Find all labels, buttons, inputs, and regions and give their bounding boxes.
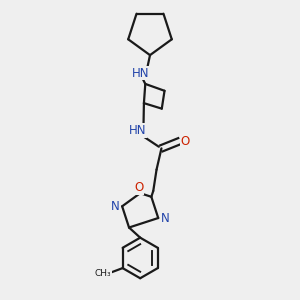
Text: HN: HN [132,67,150,80]
Text: CH₃: CH₃ [95,268,111,278]
Text: HN: HN [129,124,146,137]
Text: O: O [134,181,143,194]
Text: O: O [181,135,190,148]
Text: N: N [111,200,119,213]
Text: N: N [161,212,170,224]
